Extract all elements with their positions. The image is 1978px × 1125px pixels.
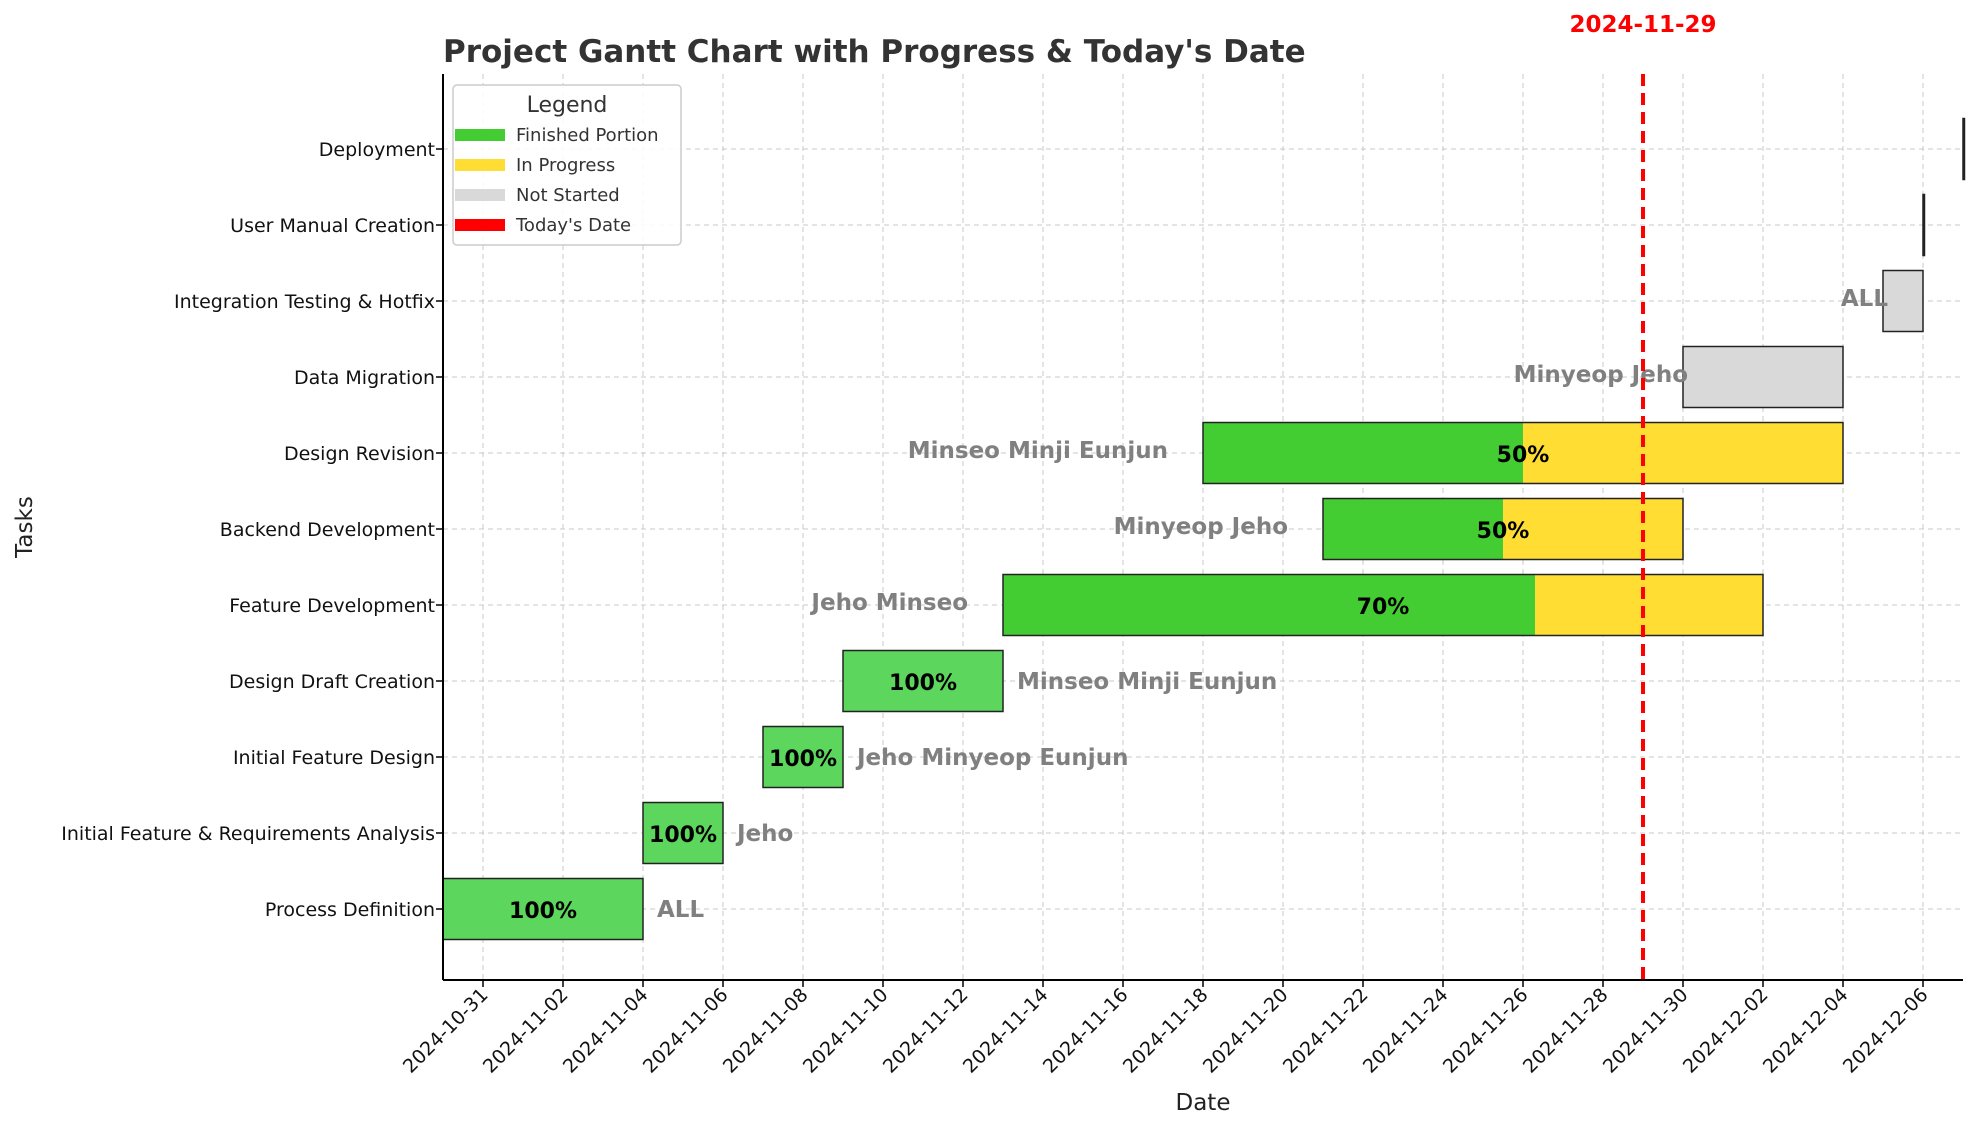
- x-tick-label: 2024-12-04: [1759, 984, 1853, 1078]
- bar-finished: [1323, 498, 1503, 560]
- bar-finished: [643, 802, 723, 864]
- bar-in-progress: [1535, 574, 1763, 636]
- progress-label: 100%: [649, 823, 717, 848]
- x-tick-label: 2024-12-06: [1839, 984, 1933, 1078]
- y-tick-label: Design Revision: [284, 443, 435, 465]
- progress-label: 50%: [1477, 519, 1530, 544]
- y-tick-label: Initial Feature Design: [233, 747, 435, 769]
- assignee-label: ALL: [657, 897, 704, 923]
- y-axis-title: Tasks: [12, 496, 38, 559]
- bar-finished: [1203, 422, 1523, 484]
- progress-label: 100%: [769, 747, 837, 772]
- x-tick-label: 2024-11-20: [1199, 984, 1293, 1078]
- x-tick-label: 2024-11-18: [1119, 984, 1213, 1078]
- bar-in-progress: [1503, 498, 1683, 560]
- y-tick-label: Data Migration: [294, 367, 435, 389]
- bar-in-progress: [1523, 422, 1843, 484]
- y-tick-label: Feature Development: [229, 595, 435, 617]
- y-tick-label: Backend Development: [220, 519, 435, 541]
- bar-layer: [442, 117, 1966, 941]
- bar-outline: [1322, 497, 1684, 561]
- legend-item-label: Today's Date: [515, 215, 631, 236]
- x-tick-label: 2024-12-02: [1679, 984, 1773, 1078]
- assignee-label: Jeho Minseo: [809, 590, 968, 616]
- y-tick-label: User Manual Creation: [230, 215, 435, 237]
- bar-outline: [1002, 573, 1764, 637]
- legend-item-label: Not Started: [516, 185, 620, 206]
- chart-title: Project Gantt Chart with Progress & Toda…: [443, 34, 1306, 70]
- x-tick-label: 2024-10-31: [399, 984, 493, 1078]
- x-tick-label: 2024-11-02: [479, 984, 573, 1078]
- bar-not-started: [1683, 346, 1843, 408]
- legend: Legend Finished Portion In Progress Not St…: [452, 84, 682, 246]
- legend-item-label: In Progress: [516, 155, 615, 176]
- x-tick-label: 2024-11-04: [559, 984, 653, 1078]
- legend-item-label: Finished Portion: [516, 125, 659, 146]
- x-tick-label: 2024-11-06: [639, 984, 733, 1078]
- bar-outline: [1682, 345, 1844, 409]
- y-tick-label: Process Definition: [265, 899, 435, 921]
- legend-box: [452, 84, 682, 246]
- x-tick-label: 2024-11-14: [959, 984, 1053, 1078]
- legend-swatch: [455, 159, 505, 171]
- progress-label: 50%: [1497, 443, 1550, 468]
- assignee-label: Minseo Minji Eunjun: [908, 438, 1168, 464]
- bar-outline: [762, 725, 844, 789]
- x-tick-label: 2024-11-16: [1039, 984, 1133, 1078]
- x-tick-label: 2024-11-12: [879, 984, 973, 1078]
- legend-swatch: [455, 219, 505, 231]
- legend-swatch: [455, 189, 505, 201]
- assignee-label: Jeho: [735, 821, 793, 847]
- x-axis-title: Date: [1176, 1090, 1231, 1116]
- x-tick-label: 2024-11-24: [1359, 984, 1453, 1078]
- bar-outline: [642, 801, 724, 865]
- y-tick-label: Design Draft Creation: [229, 671, 435, 693]
- bar-outline: [1962, 117, 1966, 181]
- bar-outline: [1202, 421, 1844, 485]
- bar-finished: [1003, 574, 1535, 636]
- progress-label: 100%: [509, 899, 577, 924]
- legend-items: Finished Portion In Progress Not Started To…: [455, 125, 659, 236]
- bar-finished: [843, 650, 1003, 712]
- progress-label: 70%: [1357, 595, 1410, 620]
- bar-finished: [763, 726, 843, 788]
- bar-outline: [1922, 193, 1926, 257]
- y-tick-label: Initial Feature & Requirements Analysis: [61, 823, 435, 845]
- x-tick-label: 2024-11-30: [1599, 984, 1693, 1078]
- x-tick-label: 2024-11-28: [1519, 984, 1613, 1078]
- legend-swatch: [455, 129, 505, 141]
- y-tick-label: Deployment: [319, 139, 435, 161]
- bar-outline: [1882, 269, 1924, 333]
- today-layer: 2024-11-29: [1569, 12, 1717, 980]
- assignee-label: Minyeop Jeho: [1514, 362, 1688, 388]
- y-tick-label: Integration Testing & Hotfix: [174, 291, 435, 313]
- assignee-label: Minyeop Jeho: [1114, 514, 1288, 540]
- today-date-label: 2024-11-29: [1569, 12, 1716, 38]
- assignee-label: ALL: [1841, 286, 1888, 312]
- x-tick-label: 2024-11-10: [799, 984, 893, 1078]
- assignee-label: Minseo Minji Eunjun: [1017, 669, 1277, 695]
- legend-title: Legend: [527, 93, 608, 118]
- x-tick-label: 2024-11-26: [1439, 984, 1533, 1078]
- x-tick-label: 2024-11-22: [1279, 984, 1373, 1078]
- progress-label: 100%: [889, 671, 957, 696]
- assignee-label: Jeho Minyeop Eunjun: [855, 745, 1128, 771]
- x-tick-label: 2024-11-08: [719, 984, 813, 1078]
- bar-not-started: [1883, 270, 1923, 332]
- bar-finished: [443, 878, 643, 940]
- bar-outline: [842, 649, 1004, 713]
- label-layer: 100% ALL 100% Jeho 100% Jeho Minyeop Eunjun 10…: [509, 286, 1888, 924]
